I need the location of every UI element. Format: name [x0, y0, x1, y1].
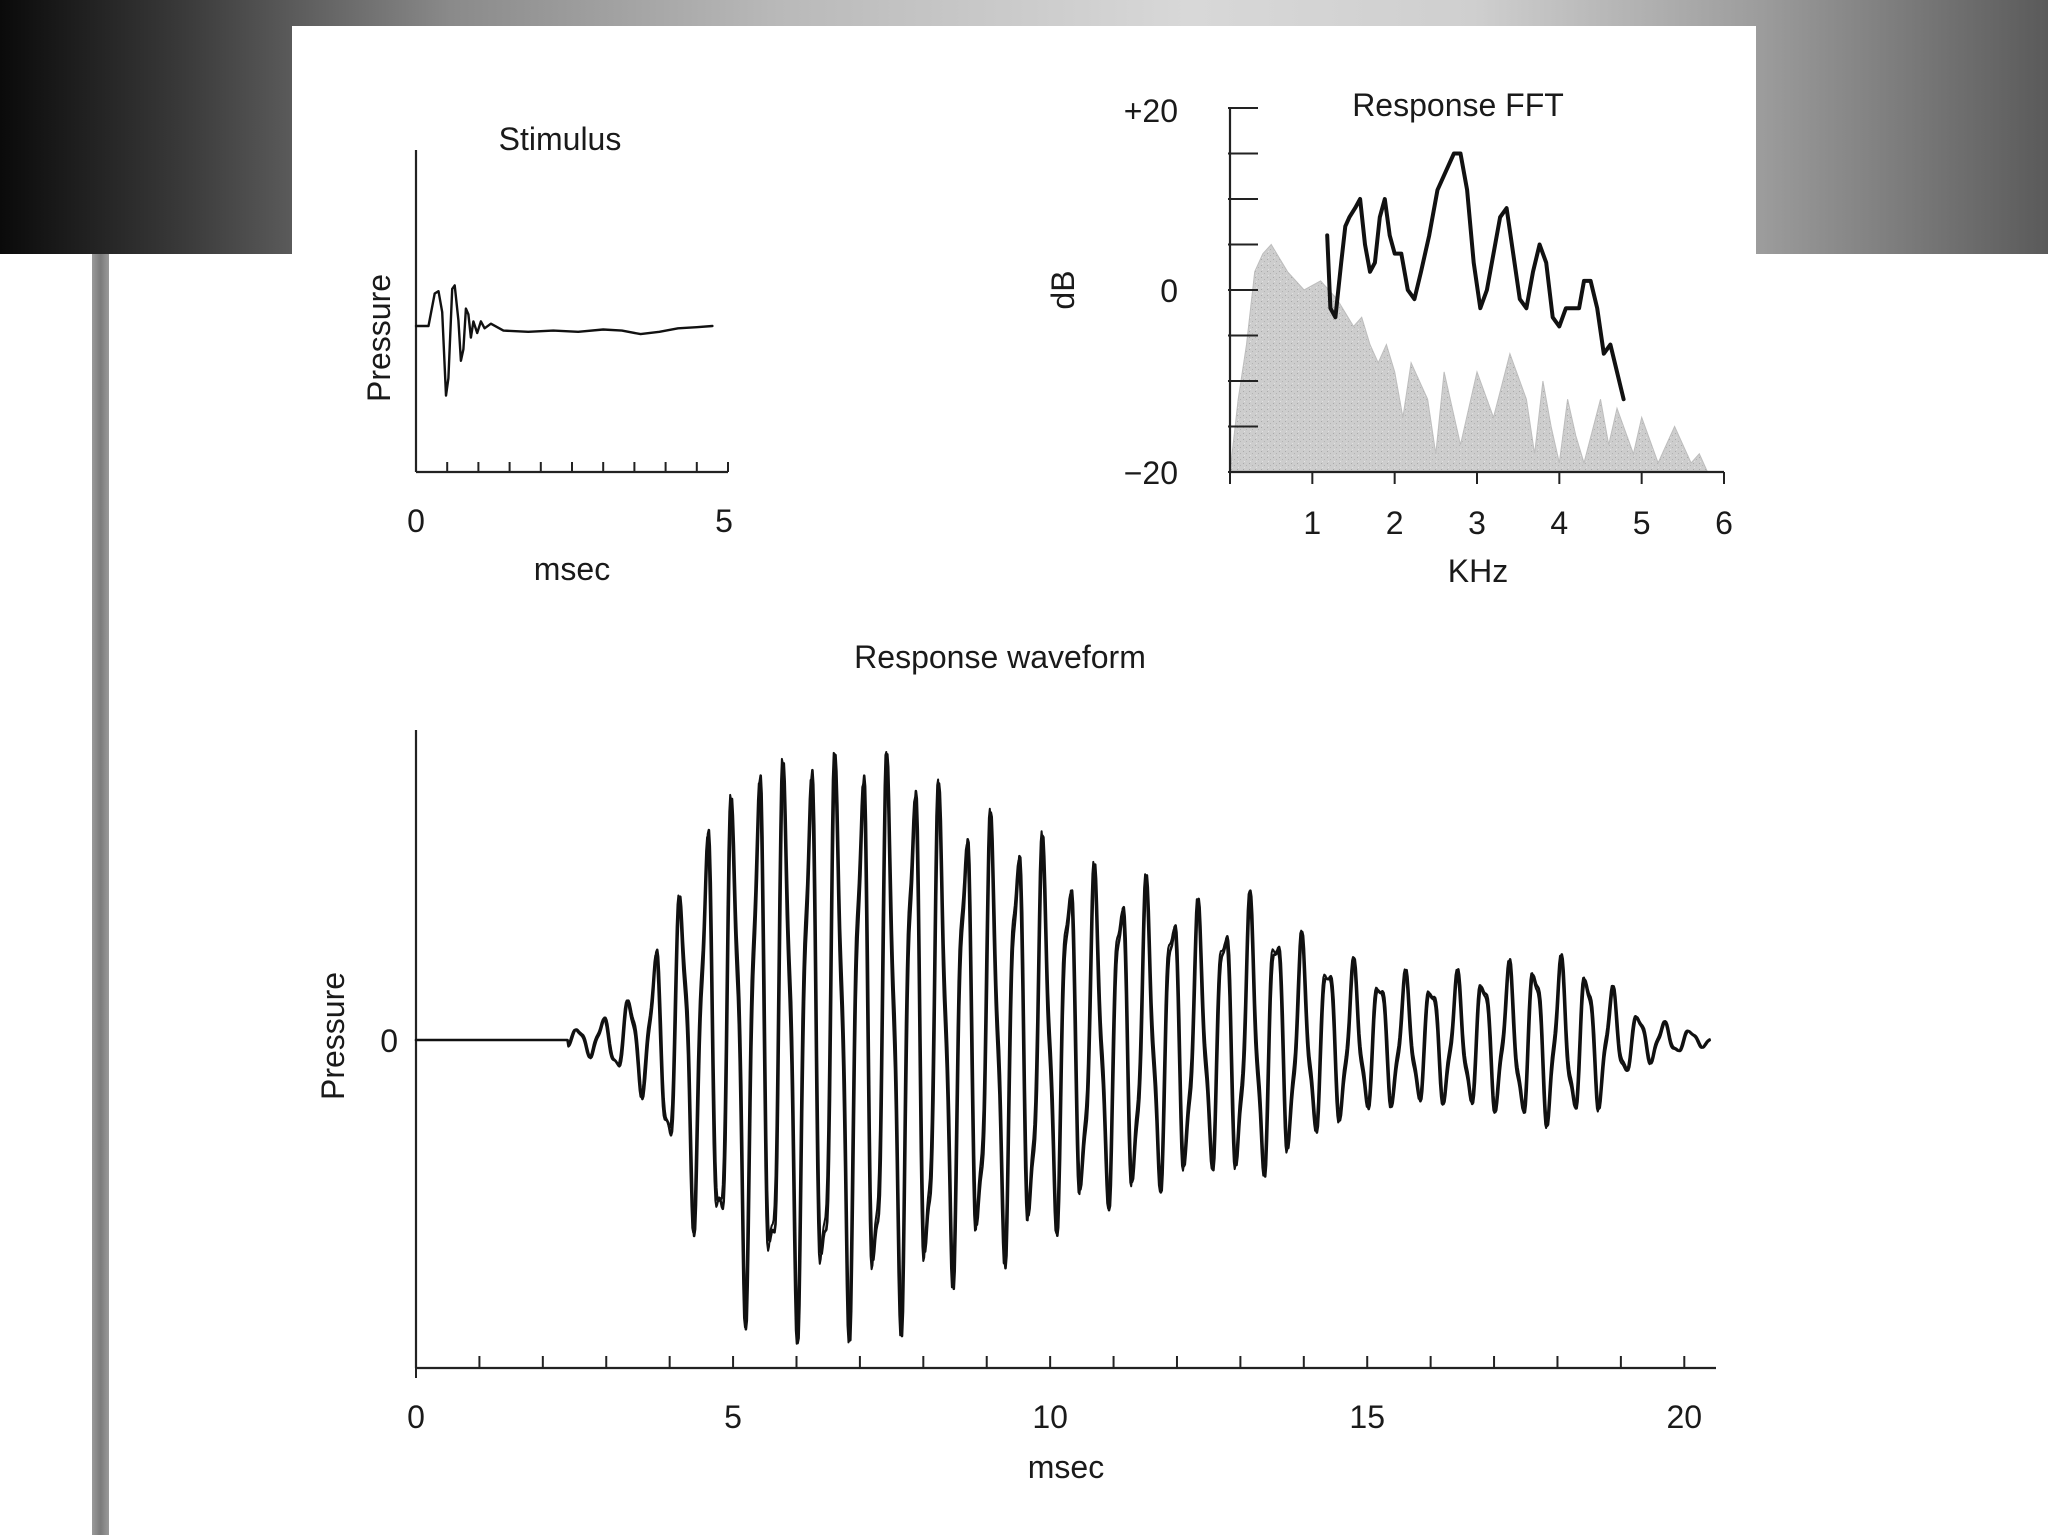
- stimulus-title: Stimulus: [499, 121, 622, 157]
- response-waveform-x-label: msec: [1028, 1449, 1104, 1485]
- stimulus-x-tick-label: 5: [715, 503, 733, 539]
- response-fft-x-tick-label: 3: [1468, 505, 1486, 541]
- response-waveform-x-ticks: [415, 1356, 1686, 1378]
- response-waveform-y-tick-label: 0: [380, 1023, 398, 1059]
- stimulus-y-label: Pressure: [361, 274, 397, 402]
- response-fft-x-tick-label: 2: [1386, 505, 1404, 541]
- response-waveform-y-label: Pressure: [315, 972, 351, 1100]
- response-fft-x-tick-label: 6: [1715, 505, 1733, 541]
- response-fft-x-tick-label: 1: [1303, 505, 1321, 541]
- response-fft-y-ticks: [1228, 107, 1258, 473]
- response-fft-y-label: dB: [1045, 270, 1081, 309]
- slide-left-bar: [92, 254, 109, 1535]
- stimulus-x-ticks: [446, 462, 729, 472]
- stimulus-chart: Stimulus Pressure msec 0 5: [361, 121, 733, 587]
- response-fft-noise-area: [1229, 243, 1724, 473]
- response-fft-x-label: KHz: [1448, 553, 1508, 589]
- stimulus-x-label: msec: [534, 551, 610, 587]
- response-waveform-chart: Response waveform Pressure msec 0 0 5 10…: [315, 639, 1716, 1485]
- response-waveform-x-tick-labels: 0 5 10 15 20: [407, 1399, 1702, 1435]
- response-waveform-x-tick-label: 5: [724, 1399, 742, 1435]
- response-fft-response-line: [1325, 151, 1626, 402]
- response-waveform-axes: [414, 730, 1716, 1370]
- response-fft-chart: Response FFT dB KHz +20 0 −20 1 2 3 4 5 …: [1045, 87, 1733, 589]
- response-waveform-trace-a: [414, 753, 1711, 1345]
- response-waveform-x-tick-label: 15: [1349, 1399, 1385, 1435]
- stimulus-x-tick-label: 0: [407, 503, 425, 539]
- response-fft-x-tick-labels: 1 2 3 4 5 6: [1303, 505, 1732, 541]
- stimulus-axes: [414, 150, 728, 474]
- response-fft-x-ticks: [1229, 472, 1725, 484]
- figure-panel: [292, 26, 1756, 1535]
- response-waveform-x-tick-label: 0: [407, 1399, 425, 1435]
- response-waveform-x-tick-label: 20: [1666, 1399, 1702, 1435]
- response-fft-y-tick-label: −20: [1124, 455, 1178, 491]
- response-fft-title: Response FFT: [1352, 87, 1564, 123]
- response-fft-y-tick-label: +20: [1124, 93, 1178, 129]
- stimulus-series-line: [414, 284, 714, 397]
- response-waveform-trace-b: [415, 751, 1711, 1345]
- response-fft-x-tick-label: 4: [1550, 505, 1568, 541]
- response-fft-x-tick-label: 5: [1633, 505, 1651, 541]
- response-waveform-x-tick-label: 10: [1032, 1399, 1068, 1435]
- response-fft-y-tick-label: 0: [1160, 273, 1178, 309]
- response-waveform-title: Response waveform: [854, 639, 1146, 675]
